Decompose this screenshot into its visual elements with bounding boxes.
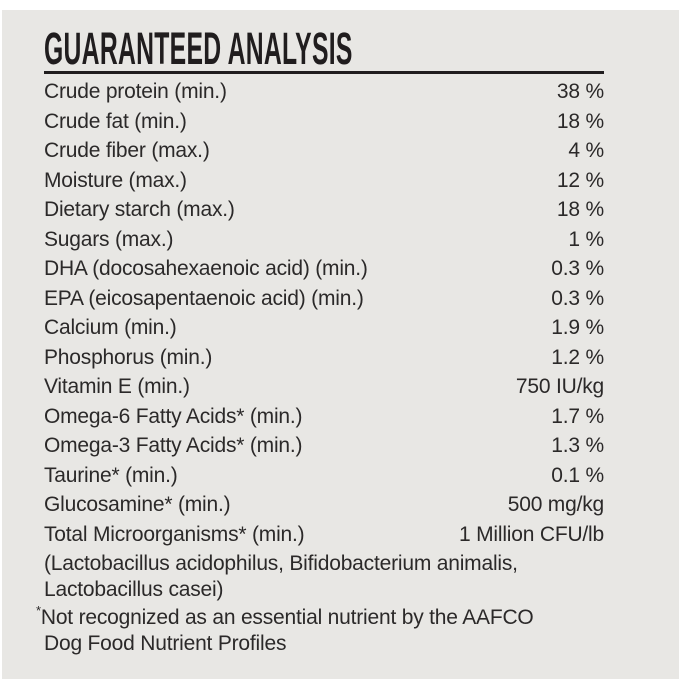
analysis-row: Taurine* (min.) 0.1 % (44, 461, 604, 491)
nutrient-name: Total Microorganisms* (min.) (44, 522, 305, 546)
footnote-line2: Dog Food Nutrient Profiles (44, 632, 287, 655)
nutrient-value: 0.3 % (551, 286, 604, 310)
nutrient-value: 750 IU/kg (515, 375, 604, 398)
analysis-row: EPA (eicosapentaenoic acid) (min.) 0.3 % (44, 284, 604, 314)
analysis-row: Omega-6 Fatty Acids* (min.) 1.7 % (44, 402, 604, 432)
analysis-row: Crude fat (min.) 18 % (44, 107, 604, 137)
analysis-row: DHA (docosahexaenoic acid) (min.) 0.3 % (44, 254, 604, 284)
nutrient-value: 0.3 % (551, 257, 604, 280)
aafco-footnote: *Not recognized as an essential nutrient… (36, 604, 604, 657)
nutrient-name: Phosphorus (min.) (44, 345, 213, 369)
analysis-row: Glucosamine* (min.) 500 mg/kg (44, 490, 604, 520)
guaranteed-analysis-panel: GUARANTEED ANALYSIS Crude protein (min.)… (2, 10, 679, 679)
nutrient-name: DHA (docosahexaenoic acid) (min.) (44, 257, 368, 280)
label-content: GUARANTEED ANALYSIS Crude protein (min.)… (2, 26, 679, 657)
analysis-row: Dietary starch (max.) 18 % (44, 195, 604, 225)
nutrient-name: Crude protein (min.) (44, 80, 227, 103)
nutrient-value: 4 % (568, 139, 604, 162)
nutrient-name: Moisture (max.) (44, 168, 187, 192)
nutrient-name: Omega-3 Fatty Acids* (min.) (44, 434, 303, 457)
analysis-row: Crude fiber (max.) 4 % (44, 136, 604, 166)
species-note-line2: Lactobacillus casei) (44, 578, 224, 601)
analysis-row: Sugars (max.) 1 % (44, 225, 604, 255)
species-note-line1: (Lactobacillus acidophilus, Bifidobacter… (44, 552, 518, 575)
nutrient-name: Dietary starch (max.) (44, 198, 235, 221)
analysis-row: Total Microorganisms* (min.) 1 Million CF… (44, 520, 604, 550)
nutrient-value: 38 % (556, 80, 604, 103)
nutrient-value: 1.7 % (551, 404, 604, 428)
analysis-table: Crude protein (min.) 38 % Crude fat (min.)… (44, 77, 604, 549)
nutrient-value: 1.2 % (551, 345, 604, 369)
nutrient-name: Vitamin E (min.) (44, 375, 190, 398)
nutrient-name: Calcium (min.) (44, 316, 177, 339)
analysis-row: Crude protein (min.) 38 % (44, 77, 604, 107)
analysis-row: Omega-3 Fatty Acids* (min.) 1.3 % (44, 431, 604, 461)
analysis-row: Phosphorus (min.) 1.2 % (44, 343, 604, 373)
nutrient-name: Crude fiber (max.) (44, 139, 210, 162)
nutrient-value: 1.3 % (551, 434, 604, 457)
section-title: GUARANTEED ANALYSIS (44, 23, 353, 74)
nutrient-value: 1 Million CFU/lb (459, 522, 604, 546)
nutrient-value: 18 % (556, 198, 604, 221)
title-divider (44, 71, 604, 74)
nutrient-name: Glucosamine* (min.) (44, 493, 231, 516)
analysis-row: Calcium (min.) 1.9 % (44, 313, 604, 343)
nutrient-value: 500 mg/kg (507, 493, 604, 516)
nutrient-name: Omega-6 Fatty Acids* (min.) (44, 404, 303, 428)
nutrient-name: Sugars (max.) (44, 227, 174, 251)
nutrient-value: 1.9 % (551, 316, 604, 339)
nutrient-value: 18 % (556, 109, 604, 133)
nutrient-value: 12 % (556, 168, 604, 192)
analysis-row: Vitamin E (min.) 750 IU/kg (44, 372, 604, 402)
analysis-row: Moisture (max.) 12 % (44, 166, 604, 196)
nutrient-name: EPA (eicosapentaenoic acid) (min.) (44, 286, 364, 310)
nutrient-name: Crude fat (min.) (44, 109, 187, 133)
nutrient-name: Taurine* (min.) (44, 463, 178, 487)
footnote-line1: Not recognized as an essential nutrient … (40, 606, 534, 629)
microorganism-species-note: (Lactobacillus acidophilus, Bifidobacter… (44, 551, 604, 603)
nutrient-value: 1 % (568, 227, 604, 251)
nutrient-value: 0.1 % (551, 463, 604, 487)
footnote-asterisk: * (36, 603, 41, 618)
